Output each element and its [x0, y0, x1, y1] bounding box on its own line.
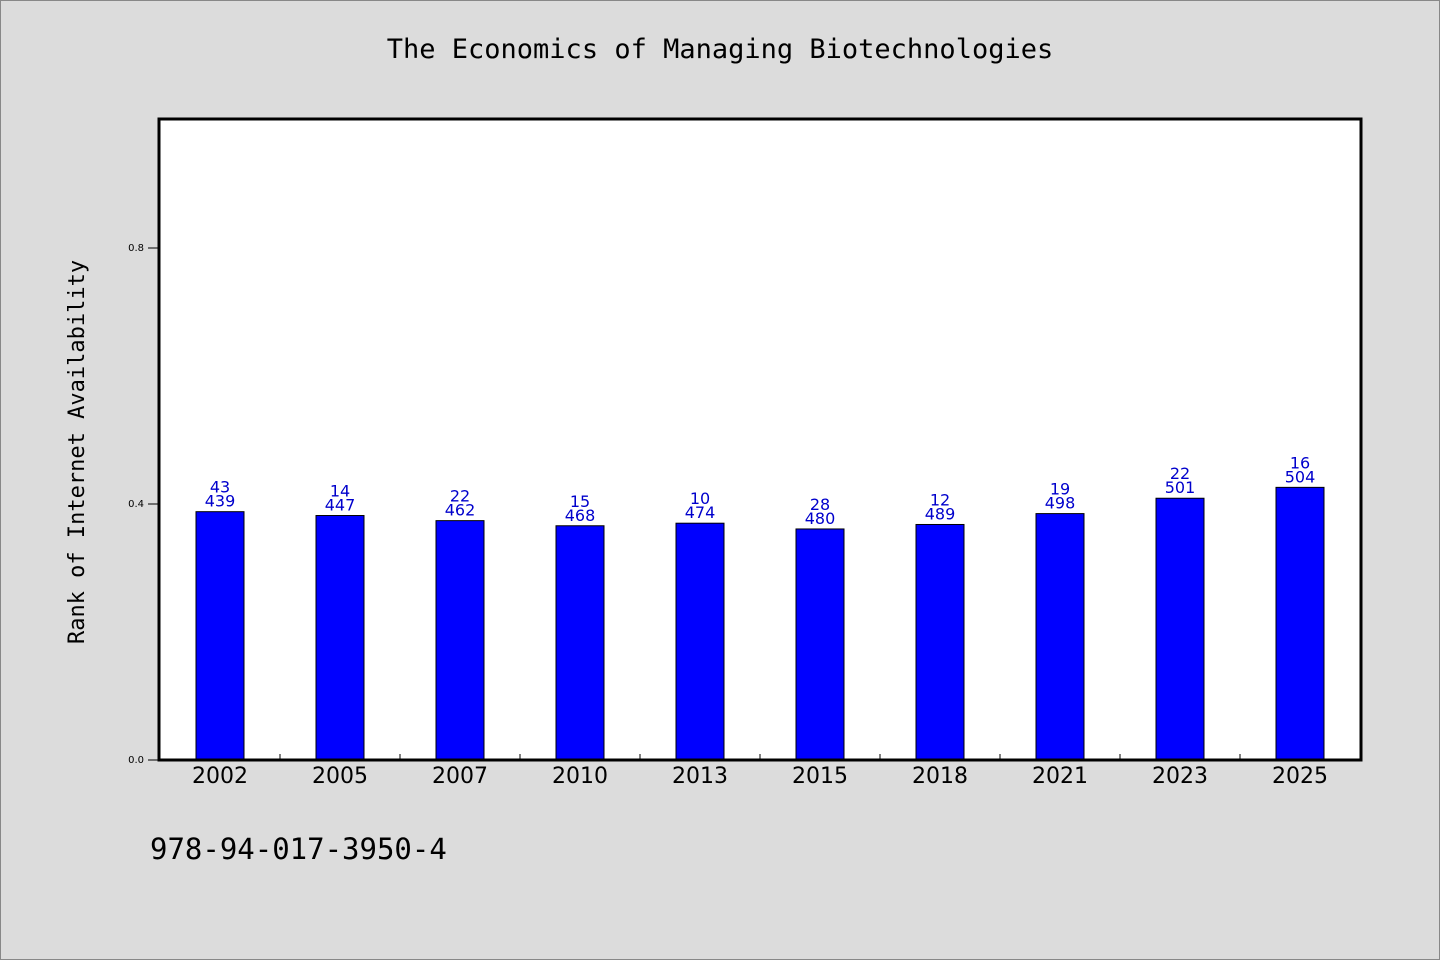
- bar-label-bottom-2018: 489: [925, 504, 956, 523]
- bar-label-bottom-2021: 498: [1045, 494, 1076, 513]
- bar-2002: [195, 511, 245, 761]
- x-tick-label-2013: 2013: [672, 764, 728, 789]
- bar-label-bottom-2002: 439: [205, 492, 236, 511]
- x-axis: 2002 2005 2007 2010 2013 2015 2018 2021 2023 2025: [192, 754, 1328, 789]
- bar-2013: [675, 522, 725, 761]
- x-tick-label-2007: 2007: [432, 764, 488, 789]
- bar-label-top-2018: 12: [930, 490, 950, 509]
- bar-label-bottom-2015: 480: [805, 509, 836, 528]
- x-tick-label-2002: 2002: [192, 764, 248, 789]
- bar-label-bottom-2005: 447: [325, 496, 356, 515]
- plot-border: [157, 117, 1363, 762]
- bar-label-bottom-2007: 462: [445, 501, 476, 520]
- bar-label-top-2021: 19: [1050, 480, 1070, 499]
- bar-label-top-2002: 43: [210, 478, 230, 497]
- bar-label-top-2015: 28: [810, 495, 830, 514]
- bar-label-bottom-2025: 504: [1285, 467, 1316, 486]
- x-tick-label-2023: 2023: [1152, 764, 1208, 789]
- bar-label-top-2013: 10: [690, 489, 710, 508]
- x-tick-label-2015: 2015: [792, 764, 848, 789]
- chart-title: The Economics of Managing Biotechnologie…: [386, 34, 1054, 65]
- x-tick-label-2025: 2025: [1272, 764, 1328, 789]
- bar-2025: [1275, 486, 1325, 761]
- bar-2015: [795, 528, 845, 761]
- bar-label-top-2025: 16: [1290, 453, 1310, 472]
- y-axis-label: Rank of Internet Availability: [65, 260, 90, 644]
- bar-2021: [1035, 513, 1085, 761]
- x-tick-label-2005: 2005: [312, 764, 368, 789]
- bar-2007: [435, 520, 485, 761]
- y-tick-label-0.0: 0.0: [128, 755, 144, 766]
- bar-label-top-2010: 15: [570, 492, 590, 511]
- bar-2023: [1155, 497, 1205, 761]
- y-axis: 0.0 0.4 0.8: [128, 243, 160, 766]
- bar-label-top-2023: 22: [1170, 464, 1190, 483]
- bar-2005: [315, 515, 365, 761]
- y-tick-label-0.8: 0.8: [128, 243, 144, 254]
- x-tick-label-2018: 2018: [912, 764, 968, 789]
- bar-2018: [915, 523, 965, 761]
- y-tick-label-0.4: 0.4: [128, 499, 144, 510]
- isbn-text: 978-94-017-3950-4: [150, 832, 447, 866]
- bar-label-bottom-2010: 468: [565, 506, 596, 525]
- bar-2010: [555, 525, 605, 761]
- bar-label-top-2005: 14: [330, 482, 350, 501]
- bar-label-bottom-2023: 501: [1165, 478, 1196, 497]
- bar-label-top-2007: 22: [450, 487, 470, 506]
- x-tick-label-2010: 2010: [552, 764, 608, 789]
- x-tick-label-2021: 2021: [1032, 764, 1088, 789]
- bar-label-bottom-2013: 474: [685, 503, 716, 522]
